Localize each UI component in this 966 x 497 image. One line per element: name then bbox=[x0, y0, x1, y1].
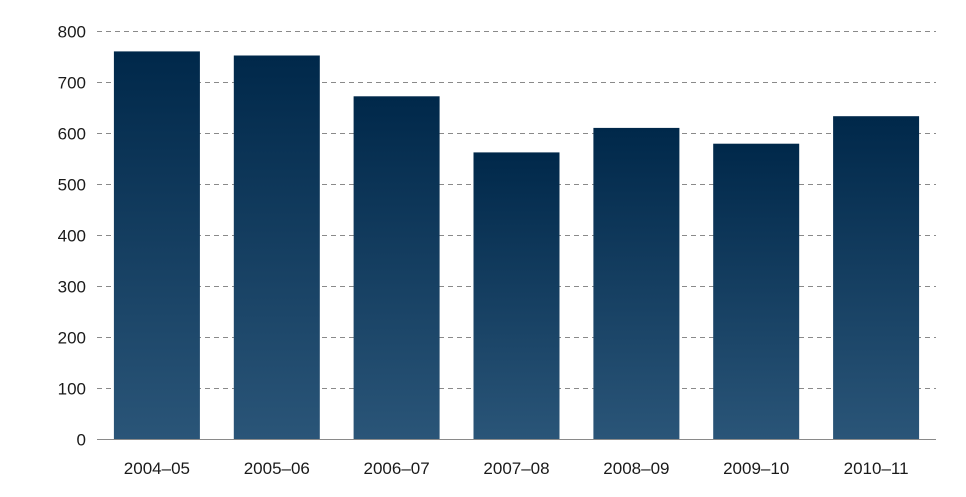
bar-1 bbox=[233, 55, 320, 439]
x-tick-label: 2009–10 bbox=[723, 459, 789, 478]
x-axis-tick-labels: 2004–05 2005–06 2006–07 2007–08 2008–09 2009–… bbox=[124, 459, 909, 478]
x-tick-label: 2005–06 bbox=[244, 459, 310, 478]
y-axis-tick-labels: 0 100 200 300 400 500 600 700 800 bbox=[58, 23, 86, 450]
y-tick-label: 100 bbox=[58, 380, 86, 399]
bar-4 bbox=[593, 127, 680, 440]
y-tick-label: 200 bbox=[58, 329, 86, 348]
y-tick-label: 600 bbox=[58, 125, 86, 144]
bar-3 bbox=[473, 152, 560, 439]
bars bbox=[113, 51, 920, 440]
x-tick-label: 2006–07 bbox=[364, 459, 430, 478]
y-tick-label: 800 bbox=[58, 23, 86, 42]
bar-0 bbox=[113, 51, 200, 440]
x-tick-label: 2004–05 bbox=[124, 459, 190, 478]
x-tick-label: 2007–08 bbox=[483, 459, 549, 478]
y-tick-label: 500 bbox=[58, 176, 86, 195]
y-tick-label: 700 bbox=[58, 74, 86, 93]
y-tick-label: 0 bbox=[77, 431, 86, 450]
x-tick-label: 2008–09 bbox=[603, 459, 669, 478]
x-tick-label: 2010–11 bbox=[844, 459, 909, 478]
bar-6 bbox=[833, 116, 920, 439]
bar-2 bbox=[353, 96, 440, 440]
y-tick-label: 300 bbox=[58, 278, 86, 297]
bar-5 bbox=[713, 143, 800, 439]
y-tick-label: 400 bbox=[58, 227, 86, 246]
